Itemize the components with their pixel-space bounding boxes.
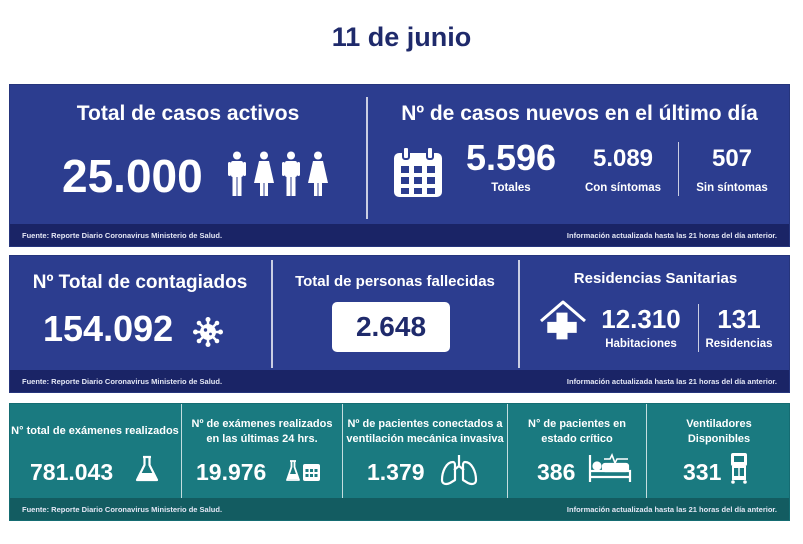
panel3-footer-note: Información actualizada hasta las 21 hor… [566,505,777,514]
exams-total-value: 781.043 [30,459,114,485]
panel3-divider-1 [181,404,182,498]
rooms-label: Habitaciones [605,338,677,350]
flask-icon [135,455,159,483]
calendar-icon [394,147,442,197]
panel1-divider [366,97,368,219]
fallecidos-title: Total de personas fallecidas [295,273,495,290]
contagiados-title: Nº Total de contagiados [32,272,248,293]
new-cases-divider [678,142,679,196]
new-cases-asym-value: 507 [711,145,753,172]
page-title: 11 de junio [331,22,472,52]
panel2-footer: Fuente: Reporte Diario Coronavirus Minis… [10,370,789,392]
panel3-divider-2 [342,404,343,498]
ventilators-value: 331 [683,459,722,485]
panel1-footer-source: Fuente: Reporte Diario Coronavirus Minis… [22,231,223,240]
res-count-value: 131 [717,304,761,334]
fallecidos-value: 2.648 [332,302,450,352]
panel3-divider-4 [646,404,647,498]
ventilated-value: 1.379 [367,459,425,485]
panel2-divider-a [271,260,273,368]
exams-24h-value: 19.976 [196,459,267,485]
ventilated-title-2: ventilación mecánica invasiva [346,433,504,445]
critical-value: 386 [537,459,576,485]
people-icon [228,151,332,197]
panel2-footer-source: Fuente: Reporte Diario Coronavirus Minis… [22,377,223,386]
ventilators-title-1: Ventiladores [686,418,752,430]
active-cases-value: 25.000 [62,150,203,202]
exams-24h-title-2: en las últimas 24 hrs. [206,433,318,445]
residencias-title: Residencias Sanitarias [573,270,738,287]
new-cases-total-value: 5.596 [465,137,557,178]
new-cases-asym-label: Sin síntomas [696,182,768,194]
res-count-label: Residencias [705,338,773,350]
exams-total-title: N° total de exámenes realizados [11,425,179,437]
ventilated-title-1: Nº de pacientes conectados a [347,418,503,430]
contagiados-value: 154.092 [43,308,174,349]
hospital-bed-icon [588,453,632,483]
panel-casos: Total de casos activos 25.000 [9,84,790,247]
panel-contagiados: Nº Total de contagiados 154.092 Total de… [9,255,790,393]
ventilators-title-2: Disponibles [687,433,751,445]
virus-icon [193,317,223,347]
house-cross-icon [538,299,588,345]
new-cases-sym-label: Con síntomas [584,182,662,194]
residencias-divider [698,304,699,352]
panel3-footer-source: Fuente: Reporte Diario Coronavirus Minis… [22,505,223,514]
new-cases-sym-value: 5.089 [592,145,654,172]
exams-24h-title-1: Nº de exámenes realizados [191,418,333,430]
critical-title-1: N° de pacientes en [528,418,626,430]
panel3-footer: Fuente: Reporte Diario Coronavirus Minis… [10,498,789,520]
new-cases-total-label: Totales [491,182,531,194]
panel2-footer-note: Información actualizada hasta las 21 hor… [566,377,777,386]
panel1-footer-note: Información actualizada hasta las 21 hor… [566,231,777,240]
flask-calendar-icon [286,460,322,482]
panel3-divider-3 [507,404,508,498]
panel2-divider-b [518,260,520,368]
new-cases-title: Nº de casos nuevos en el último día [401,102,758,125]
active-cases-title: Total de casos activos [76,102,300,125]
critical-title-2: estado crítico [541,433,613,445]
rooms-value: 12.310 [601,304,681,334]
panel-examenes: N° total de exámenes realizados 781.043 … [9,403,790,521]
ventilator-icon [728,452,750,484]
panel1-footer: Fuente: Reporte Diario Coronavirus Minis… [10,224,789,246]
lungs-icon [440,454,478,486]
